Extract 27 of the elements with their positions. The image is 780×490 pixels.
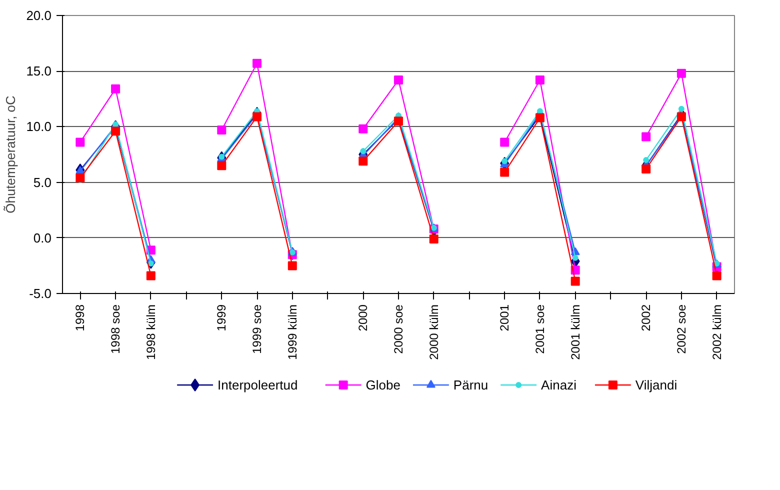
x-tick-label: 2002	[639, 304, 654, 332]
y-tick-label: -5.0	[29, 286, 52, 301]
y-tick-label: 20.0	[26, 8, 52, 23]
x-tick-label: 2001 külm	[568, 304, 582, 360]
y-tick-label: 15.0	[26, 64, 52, 79]
x-tick-label: 2001	[498, 304, 512, 332]
x-tick-label: 1999	[214, 304, 229, 332]
x-tick-label: 1998 soe	[108, 304, 123, 354]
legend-label: Ainazi	[541, 378, 577, 392]
x-tick-label: 2000	[356, 304, 370, 332]
y-tick-label: 5.0	[33, 174, 52, 190]
y-tick-label: 0.0	[33, 230, 52, 246]
x-tick-label: 2002 külm	[710, 304, 724, 360]
legend-label: Pärnu	[453, 378, 488, 392]
y-tick-label: 10.0	[26, 119, 52, 134]
x-tick-label: 1999 soe	[250, 304, 264, 354]
x-tick-label: 2000 külm	[426, 304, 441, 360]
legend-label: Interpoleertud	[218, 378, 298, 392]
x-tick-label: 1998 külm	[144, 304, 158, 360]
x-tick-label: 2001 soe	[532, 304, 547, 354]
x-tick-label: 2000 soe	[392, 304, 406, 354]
y-axis-title: Õhutemperatuur, oC	[3, 96, 18, 214]
x-tick-label: 2002 soe	[674, 304, 688, 354]
x-tick-label: 1999 külm	[285, 304, 300, 360]
legend-label: Viljandi	[635, 378, 678, 392]
x-tick-label: 1998	[73, 304, 88, 332]
legend-label: Globe	[366, 378, 401, 392]
